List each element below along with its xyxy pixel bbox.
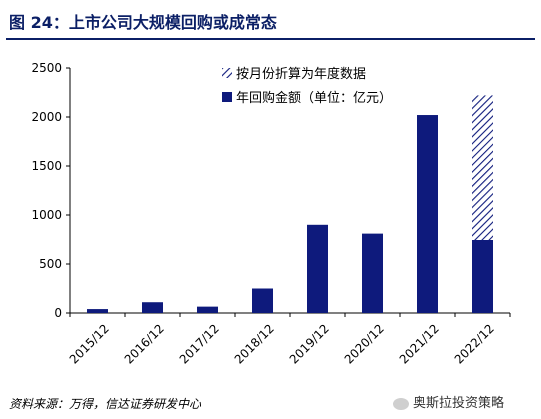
plot-area: 0 500 1000 1500 2000 2500 2015/12 2016/12 2017/1… xyxy=(31,61,511,367)
legend-swatch-annual-buyback xyxy=(222,92,232,102)
title-divider xyxy=(6,38,535,40)
x-tick-label: 2017/12 xyxy=(177,321,222,366)
wechat-icon xyxy=(393,397,409,410)
x-tick-label: 2018/12 xyxy=(232,321,277,366)
bar-annual-buyback xyxy=(252,288,273,313)
figure-title: 图 24：上市公司大规模回购或成常态 xyxy=(9,13,277,32)
x-tick-label: 2016/12 xyxy=(122,321,167,366)
watermark-text: 奥斯拉投资策略 xyxy=(413,396,505,411)
legend-swatch-annualized xyxy=(222,68,232,78)
x-tick-label: 2021/12 xyxy=(397,321,442,366)
y-tick-label: 1000 xyxy=(31,208,62,222)
legend-label-annual-buyback: 年回购金额（单位：亿元） xyxy=(236,90,392,106)
x-tick-label: 2019/12 xyxy=(287,321,332,366)
x-tick-label: 2022/12 xyxy=(452,321,497,366)
x-tick-label: 2020/12 xyxy=(342,321,387,366)
bar-annual-buyback xyxy=(142,302,163,313)
y-tick-label: 2000 xyxy=(31,110,62,124)
bar-annualized xyxy=(472,95,493,240)
y-tick-label: 0 xyxy=(54,306,62,320)
y-tick-label: 500 xyxy=(39,257,62,271)
y-tick-label: 2500 xyxy=(31,61,62,75)
bar-annual-buyback xyxy=(362,233,383,313)
y-tick-label: 1500 xyxy=(31,159,62,173)
chart-legend: 按月份折算为年度数据 年回购金额（单位：亿元） xyxy=(222,66,392,106)
legend-label-annualized: 按月份折算为年度数据 xyxy=(236,66,366,82)
bar-annual-buyback xyxy=(417,115,438,313)
bar-annual-buyback xyxy=(197,306,218,313)
bar-annual-buyback xyxy=(87,309,108,313)
watermark: 奥斯拉投资策略 xyxy=(393,392,504,411)
bar-annual-buyback xyxy=(307,224,328,313)
source-note: 资料来源：万得，信达证券研发中心 xyxy=(9,397,202,411)
bar-annual-buyback xyxy=(472,239,493,313)
x-tick-label: 2015/12 xyxy=(67,321,112,366)
